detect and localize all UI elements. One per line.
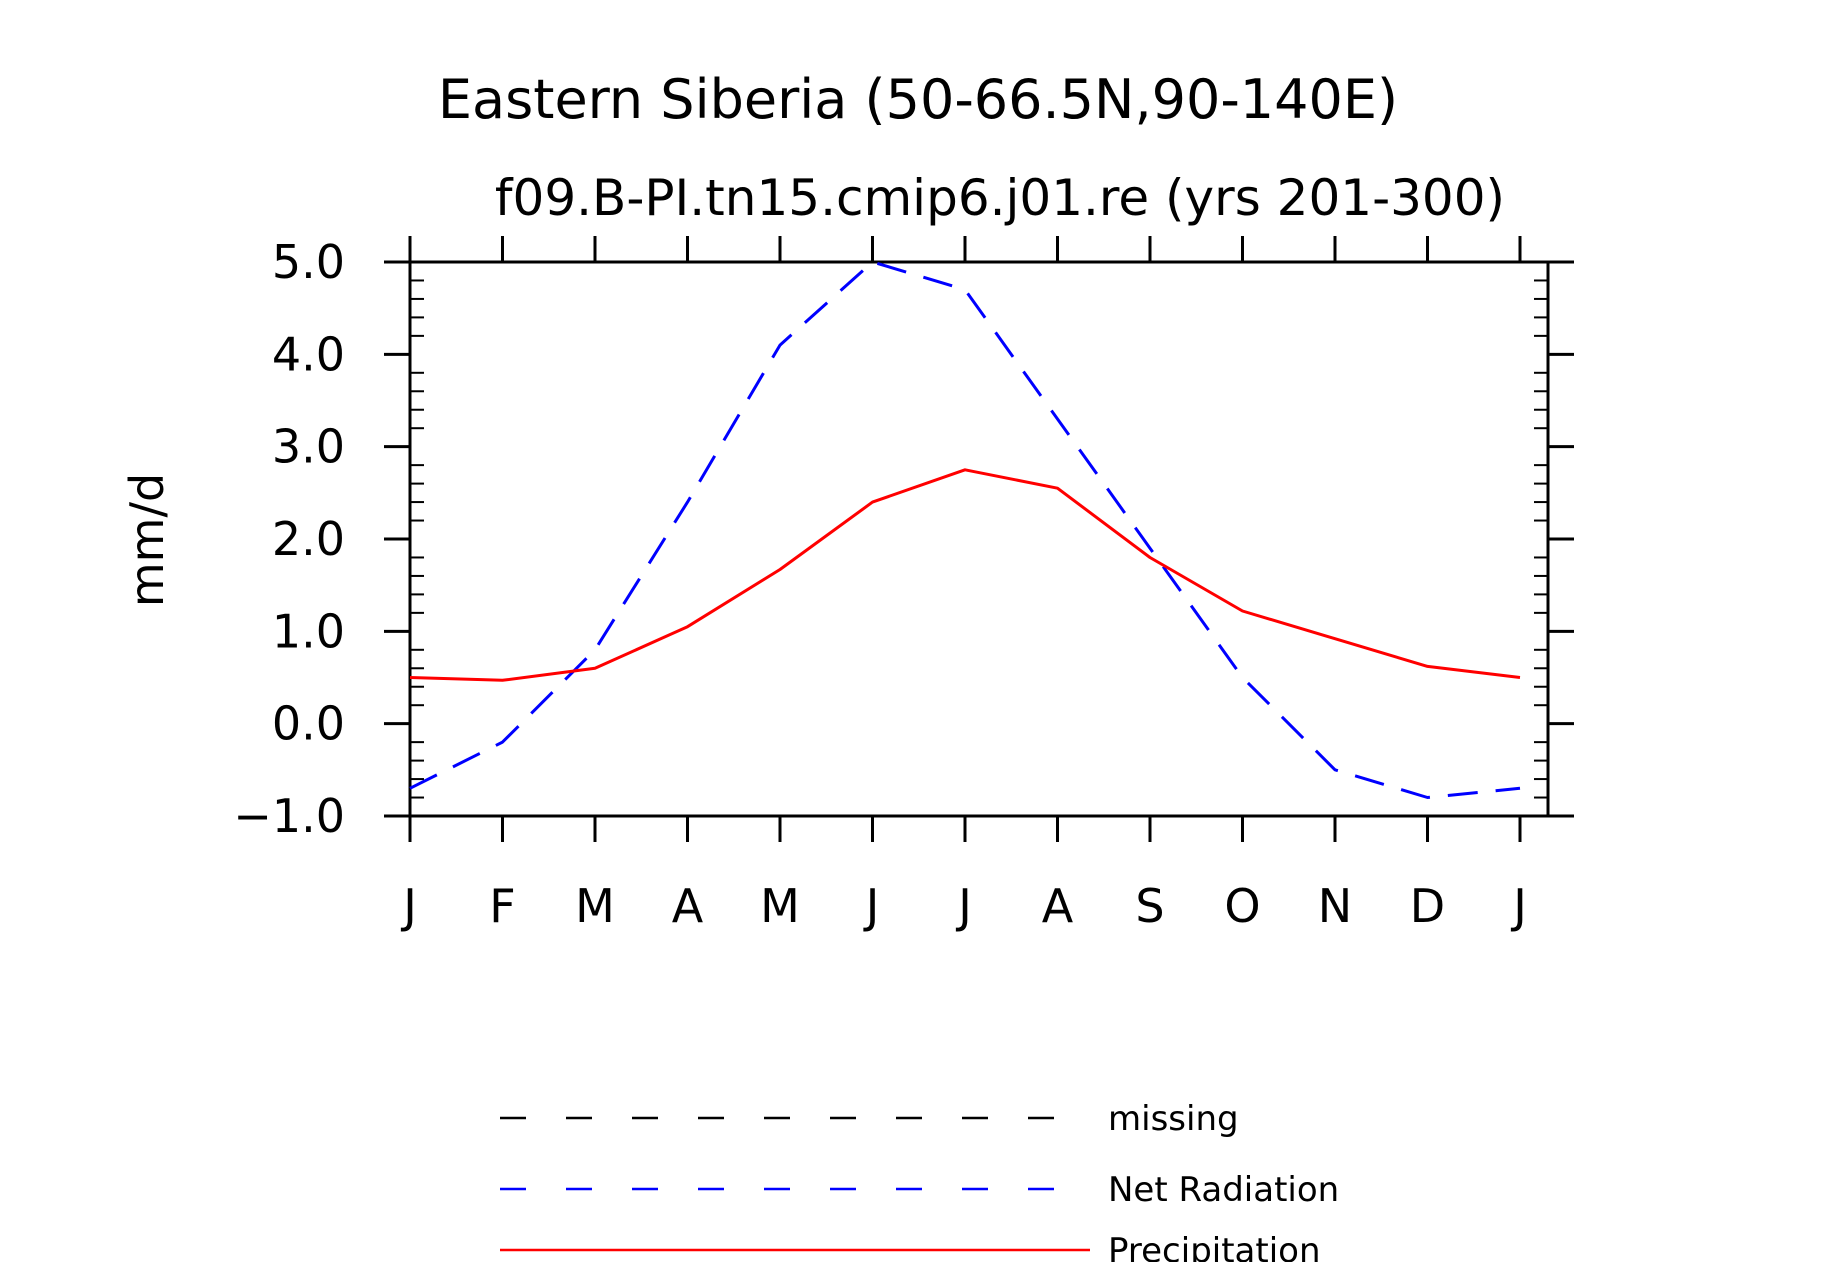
x-tick-label: A: [672, 879, 704, 933]
series-line-precipitation: [409, 468, 1521, 682]
x-tick-label: S: [1135, 879, 1164, 933]
x-tick-label: N: [1318, 879, 1352, 933]
y-tick-labels: 5.0 4.0 3.0 2.0 1.0 0.0 −1.0: [233, 235, 345, 843]
x-tick-label: M: [760, 879, 800, 933]
plot-frame: [408, 260, 1550, 818]
chart-title: Eastern Siberia (50-66.5N,90-140E): [438, 68, 1398, 131]
y-tick-label: 4.0: [272, 327, 345, 381]
y-tick-label: 0.0: [272, 697, 345, 751]
x-tick-label: J: [955, 879, 972, 933]
axis-ticks: [384, 236, 1574, 842]
legend-label: Net Radiation: [1108, 1170, 1339, 1210]
y-tick-label: −1.0: [233, 789, 345, 843]
x-tick-label: J: [863, 879, 880, 933]
x-tick-label: F: [489, 879, 515, 933]
y-axis-label: mm/d: [120, 473, 174, 607]
legend-label: missing: [1108, 1099, 1239, 1139]
x-tick-label: A: [1042, 879, 1074, 933]
series-line-net-radiation: [409, 260, 1521, 799]
x-tick-label: J: [400, 879, 417, 933]
chart-subtitle: f09.B-PI.tn15.cmip6.j01.re (yrs 201-300): [495, 169, 1505, 227]
x-tick-label: J: [1510, 879, 1527, 933]
x-tick-label: O: [1224, 879, 1260, 933]
y-tick-label: 2.0: [272, 512, 345, 566]
legend-label: Precipitation: [1108, 1231, 1321, 1262]
x-tick-label: D: [1410, 879, 1445, 933]
series-lines: [409, 260, 1521, 799]
y-tick-label: 5.0: [272, 235, 345, 289]
y-tick-label: 1.0: [272, 604, 345, 658]
y-tick-label: 3.0: [272, 420, 345, 474]
x-tick-label: M: [575, 879, 615, 933]
legend: missing Net Radiation Precipitation: [500, 1099, 1339, 1262]
